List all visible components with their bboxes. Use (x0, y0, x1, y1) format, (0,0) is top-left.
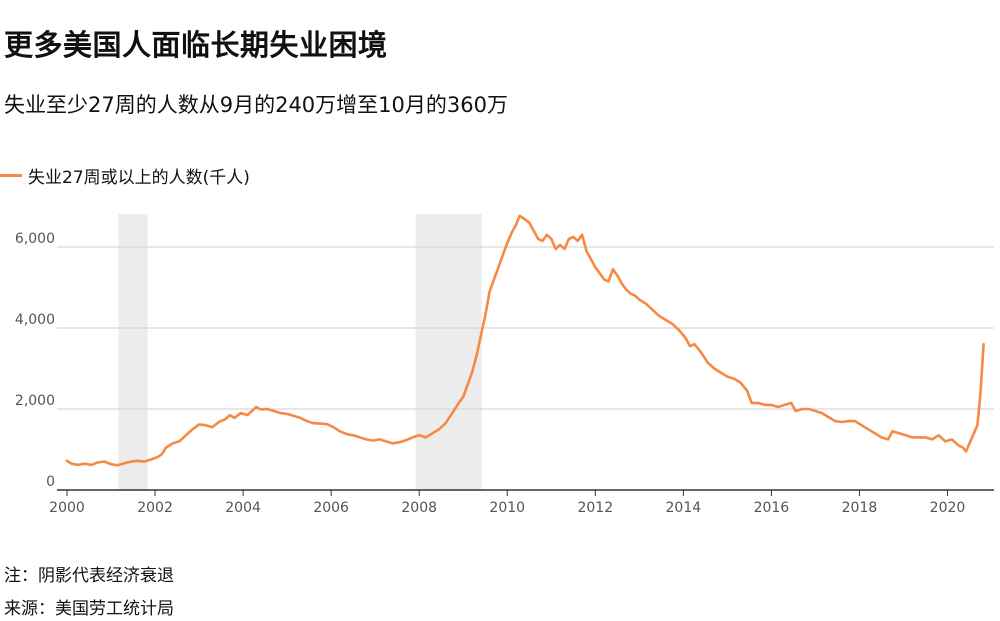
x-tick-label: 2012 (577, 500, 613, 516)
x-tick-label: 2010 (489, 500, 525, 516)
recession-band-1 (118, 214, 148, 490)
series (65, 214, 985, 467)
y-tick-label: 0 (46, 474, 55, 490)
x-axis-ticks: 2000 2002 2004 2006 2008 2010 2012 2014 2016 2018… (49, 490, 965, 516)
legend: 失业27周或以上的人数(千人) (0, 163, 250, 188)
series-line-1 (65, 214, 985, 467)
x-tick-label: 2016 (754, 500, 790, 516)
y-tick-label: 2,000 (15, 393, 55, 409)
source-note: 来源：美国劳工统计局 (4, 599, 174, 619)
x-tick-label: 2006 (313, 500, 349, 516)
x-tick-label: 2018 (842, 500, 878, 516)
chart-subtitle: 失业至少27周的人数从9月的240万增至10月的360万 (4, 93, 508, 117)
x-tick-label: 2004 (225, 500, 261, 516)
x-tick-label: 2014 (666, 500, 702, 516)
recession-band-2 (415, 214, 482, 490)
chart-title: 更多美国人面临长期失业困境 (4, 28, 388, 62)
x-tick-label: 2008 (401, 500, 437, 516)
x-tick-label: 2002 (137, 500, 173, 516)
y-tick-label: 6,000 (15, 231, 55, 247)
x-tick-label: 2000 (49, 500, 85, 516)
y-axis-ticks: 0 2,000 4,000 6,000 (15, 231, 55, 490)
x-tick-label: 2020 (930, 500, 966, 516)
recession-bands (118, 214, 482, 490)
y-tick-label: 4,000 (15, 312, 55, 328)
legend-label: 失业27周或以上的人数(千人) (28, 168, 250, 188)
footnote: 注：阴影代表经济衰退 (4, 566, 174, 586)
legend-swatch (0, 174, 22, 177)
grid-lines (57, 246, 994, 410)
